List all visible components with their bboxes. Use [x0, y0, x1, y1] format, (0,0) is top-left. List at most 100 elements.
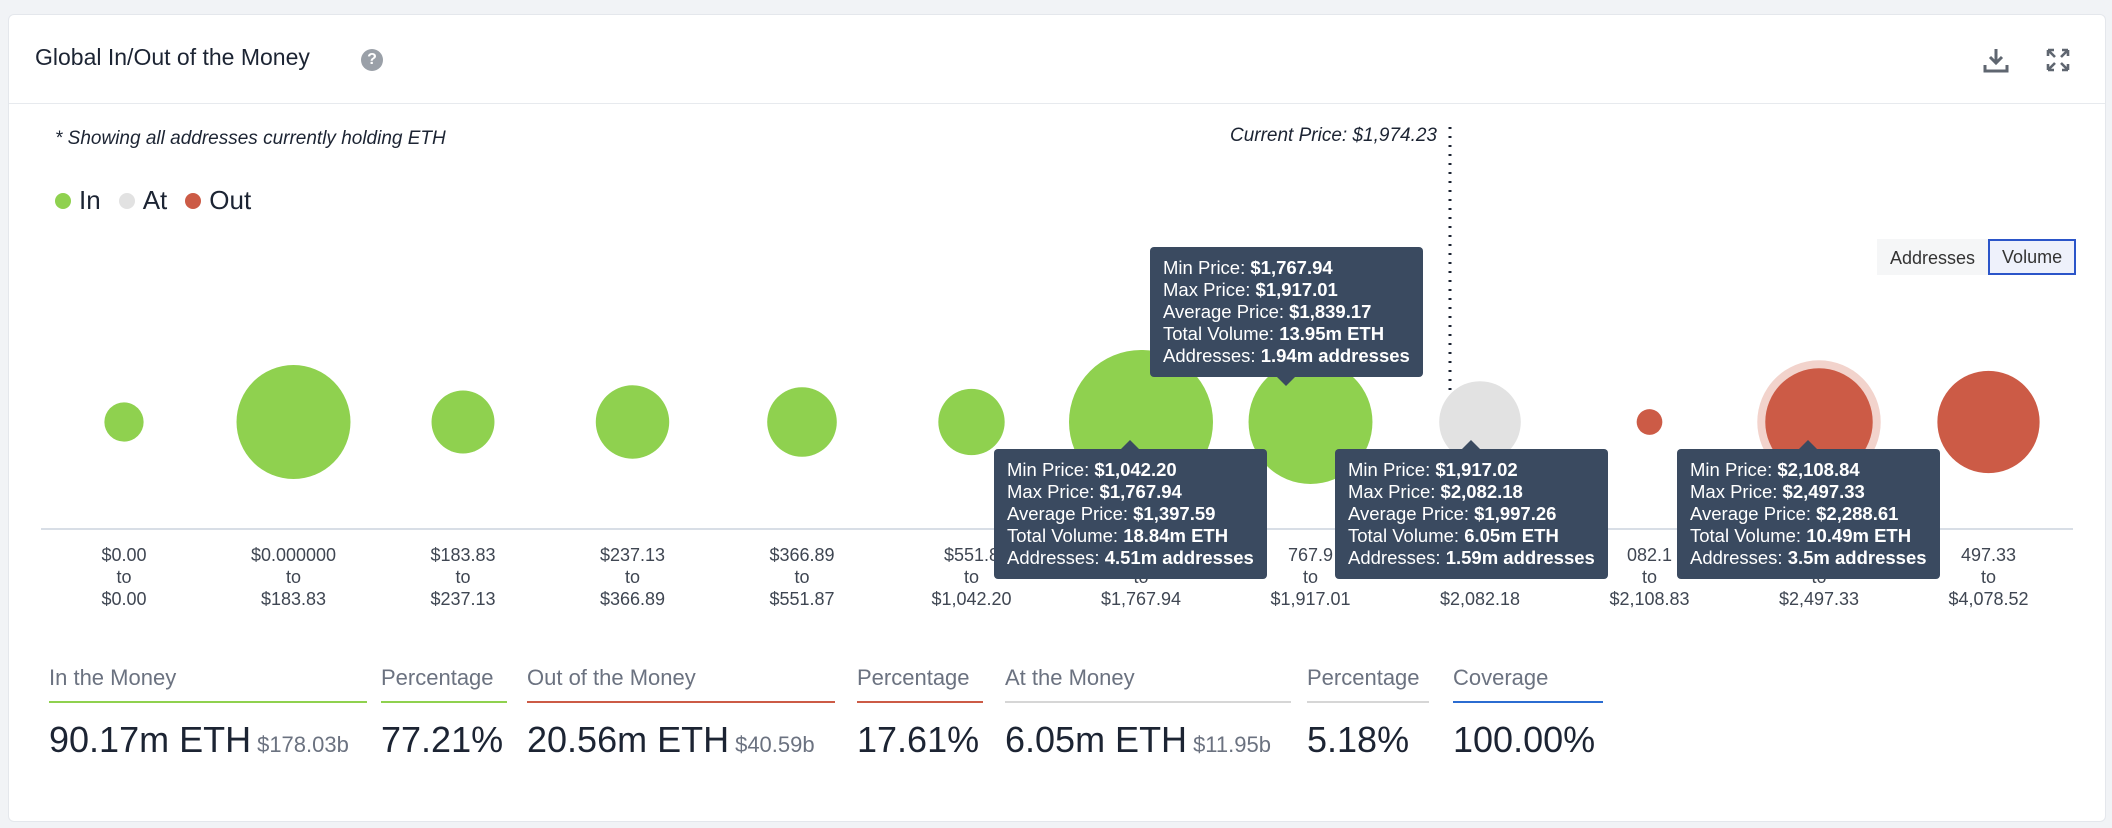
x-tick-label: to: [1981, 567, 1996, 587]
bubble-in[interactable]: [767, 387, 837, 457]
x-tick-label: to: [1642, 567, 1657, 587]
x-tick-label: to: [116, 567, 131, 587]
x-tick-label: $1,042.20: [931, 589, 1011, 609]
card-title: Global In/Out of the Money: [35, 44, 310, 70]
addresses-toggle-button[interactable]: Addresses: [1877, 239, 1989, 275]
legend-item-in[interactable]: In: [55, 185, 101, 216]
stat-underline: [1307, 701, 1429, 703]
stat-underline: [381, 701, 507, 703]
stat-out-of-the-money: Out of the Money 20.56m ETH $40.59b: [527, 665, 835, 761]
tooltip-row: Min Price: $1,042.20: [1007, 459, 1177, 480]
x-tick-label: to: [1303, 567, 1318, 587]
stat-at-the-money: At the Money 6.05m ETH $11.95b: [1005, 665, 1291, 761]
stat-label: Out of the Money: [527, 665, 696, 690]
x-tick-label: $237.13: [600, 545, 665, 565]
tooltip-row: Min Price: $1,767.94: [1163, 257, 1333, 278]
stat-label: In the Money: [49, 665, 177, 690]
bubble-out[interactable]: [1765, 368, 1873, 476]
stat-value: 5.18%: [1307, 719, 1410, 760]
x-tick-label: $1,917.01: [1270, 589, 1350, 609]
x-tick-label: $551.87: [769, 589, 834, 609]
bubble-in[interactable]: [236, 365, 351, 479]
summary-stats: In the Money 90.17m ETH $178.03b Percenta…: [9, 665, 2105, 785]
tooltip-bin-1767: Min Price: $1,767.94 Max Price: $1,917.0…: [1150, 247, 1423, 386]
volume-toggle-button[interactable]: Volume: [1988, 239, 2077, 275]
x-tick-label: $366.89: [769, 545, 834, 565]
legend-dot-at: [118, 192, 135, 209]
tooltip-row: Min Price: $1,917.02: [1348, 459, 1518, 480]
stat-value: 100.00%: [1453, 719, 1596, 760]
stat-coverage: Coverage 100.00%: [1453, 665, 1603, 761]
stat-out-percentage: Percentage 17.61%: [857, 665, 983, 761]
x-tick-label: to: [964, 567, 979, 587]
stat-at-percentage: Percentage 5.18%: [1307, 665, 1429, 761]
stat-in-percentage: Percentage 77.21%: [381, 665, 507, 761]
bubble-in[interactable]: [431, 390, 495, 454]
in-out-money-card: Global In/Out of the Money ? * Showing a…: [8, 14, 2106, 822]
stat-value: 90.17m ETH $178.03b: [49, 719, 349, 760]
tooltip-row: Average Price: $1,397.59: [1007, 503, 1216, 524]
x-tick-label: $2,497.33: [1779, 589, 1859, 609]
x-tick-label: $366.89: [600, 589, 665, 609]
tooltip-row: Total Volume: 10.49m ETH: [1690, 525, 1912, 546]
stat-underline: [1453, 701, 1603, 703]
legend-item-out[interactable]: Out: [185, 185, 251, 216]
x-tick-label: $0.000000: [251, 545, 336, 565]
stat-label: Percentage: [1307, 665, 1420, 690]
tooltip-row: Addresses: 1.94m addresses: [1163, 345, 1410, 366]
stat-value: 77.21%: [381, 719, 504, 760]
x-tick-label: $183.83: [430, 545, 495, 565]
stat-value: 6.05m ETH $11.95b: [1005, 719, 1271, 760]
stat-underline: [1005, 701, 1291, 703]
tooltip-bin-1917: Min Price: $1,917.02 Max Price: $2,082.1…: [1335, 440, 1608, 579]
bubble-in[interactable]: [938, 388, 1005, 456]
tooltip-row: Addresses: 4.51m addresses: [1007, 547, 1254, 568]
tooltip-row: Total Volume: 13.95m ETH: [1163, 323, 1385, 344]
bubble-in[interactable]: [104, 402, 144, 442]
x-tick-label: to: [794, 567, 809, 587]
x-tick-label: to: [286, 567, 301, 587]
stat-value: 17.61%: [857, 719, 980, 760]
x-tick-label: 497.33: [1961, 545, 2016, 565]
stat-underline: [527, 701, 835, 703]
bubble-at[interactable]: [1439, 381, 1521, 463]
tooltip-row: Max Price: $2,497.33: [1690, 481, 1865, 502]
bubble-out[interactable]: [1636, 409, 1663, 435]
legend-label-in: In: [79, 185, 101, 215]
holding-note: * Showing all addresses currently holdin…: [55, 128, 446, 149]
x-tick-label: $2,108.83: [1609, 589, 1689, 609]
x-tick-label: 082.1: [1627, 545, 1672, 565]
question-circle-icon[interactable]: ?: [361, 49, 383, 71]
x-tick-label: 767.9: [1288, 545, 1333, 565]
tooltip-row: Total Volume: 18.84m ETH: [1007, 525, 1229, 546]
tooltip-row: Max Price: $1,767.94: [1007, 481, 1182, 502]
tooltip-row: Min Price: $2,108.84: [1690, 459, 1860, 480]
x-tick-label: $0.00: [101, 545, 146, 565]
tooltip-row: Total Volume: 6.05m ETH: [1348, 525, 1559, 546]
tooltip-row: Average Price: $2,288.61: [1690, 503, 1899, 524]
tooltip-bin-2108: Min Price: $2,108.84 Max Price: $2,497.3…: [1677, 440, 1940, 579]
stat-label: Coverage: [1453, 665, 1549, 690]
legend-item-at[interactable]: At: [118, 185, 168, 216]
stat-label: Percentage: [857, 665, 970, 690]
stat-label: At the Money: [1005, 665, 1135, 690]
bubble-in[interactable]: [595, 385, 670, 459]
tooltip-row: Average Price: $1,839.17: [1163, 301, 1372, 322]
x-tick-label: $551.8: [944, 545, 999, 565]
x-tick-label: $1,767.94: [1101, 589, 1181, 609]
expand-icon[interactable]: [2043, 45, 2073, 75]
download-icon[interactable]: [1981, 45, 2011, 75]
card-header: Global In/Out of the Money ?: [9, 15, 2105, 104]
stat-underline: [857, 701, 983, 703]
stat-value: 20.56m ETH $40.59b: [527, 719, 815, 760]
stat-underline: [49, 701, 367, 703]
tooltip-row: Max Price: $1,917.01: [1163, 279, 1338, 300]
current-price-label: Current Price: $1,974.23: [1229, 125, 1437, 146]
tooltip-row: Average Price: $1,997.26: [1348, 503, 1557, 524]
legend-label-out: Out: [209, 185, 252, 215]
tooltip-row: Addresses: 3.5m addresses: [1690, 547, 1927, 568]
tooltip-row: Max Price: $2,082.18: [1348, 481, 1523, 502]
bubble-out[interactable]: [1937, 370, 2040, 474]
stat-label: Percentage: [381, 665, 494, 690]
legend-label-at: At: [142, 185, 168, 215]
